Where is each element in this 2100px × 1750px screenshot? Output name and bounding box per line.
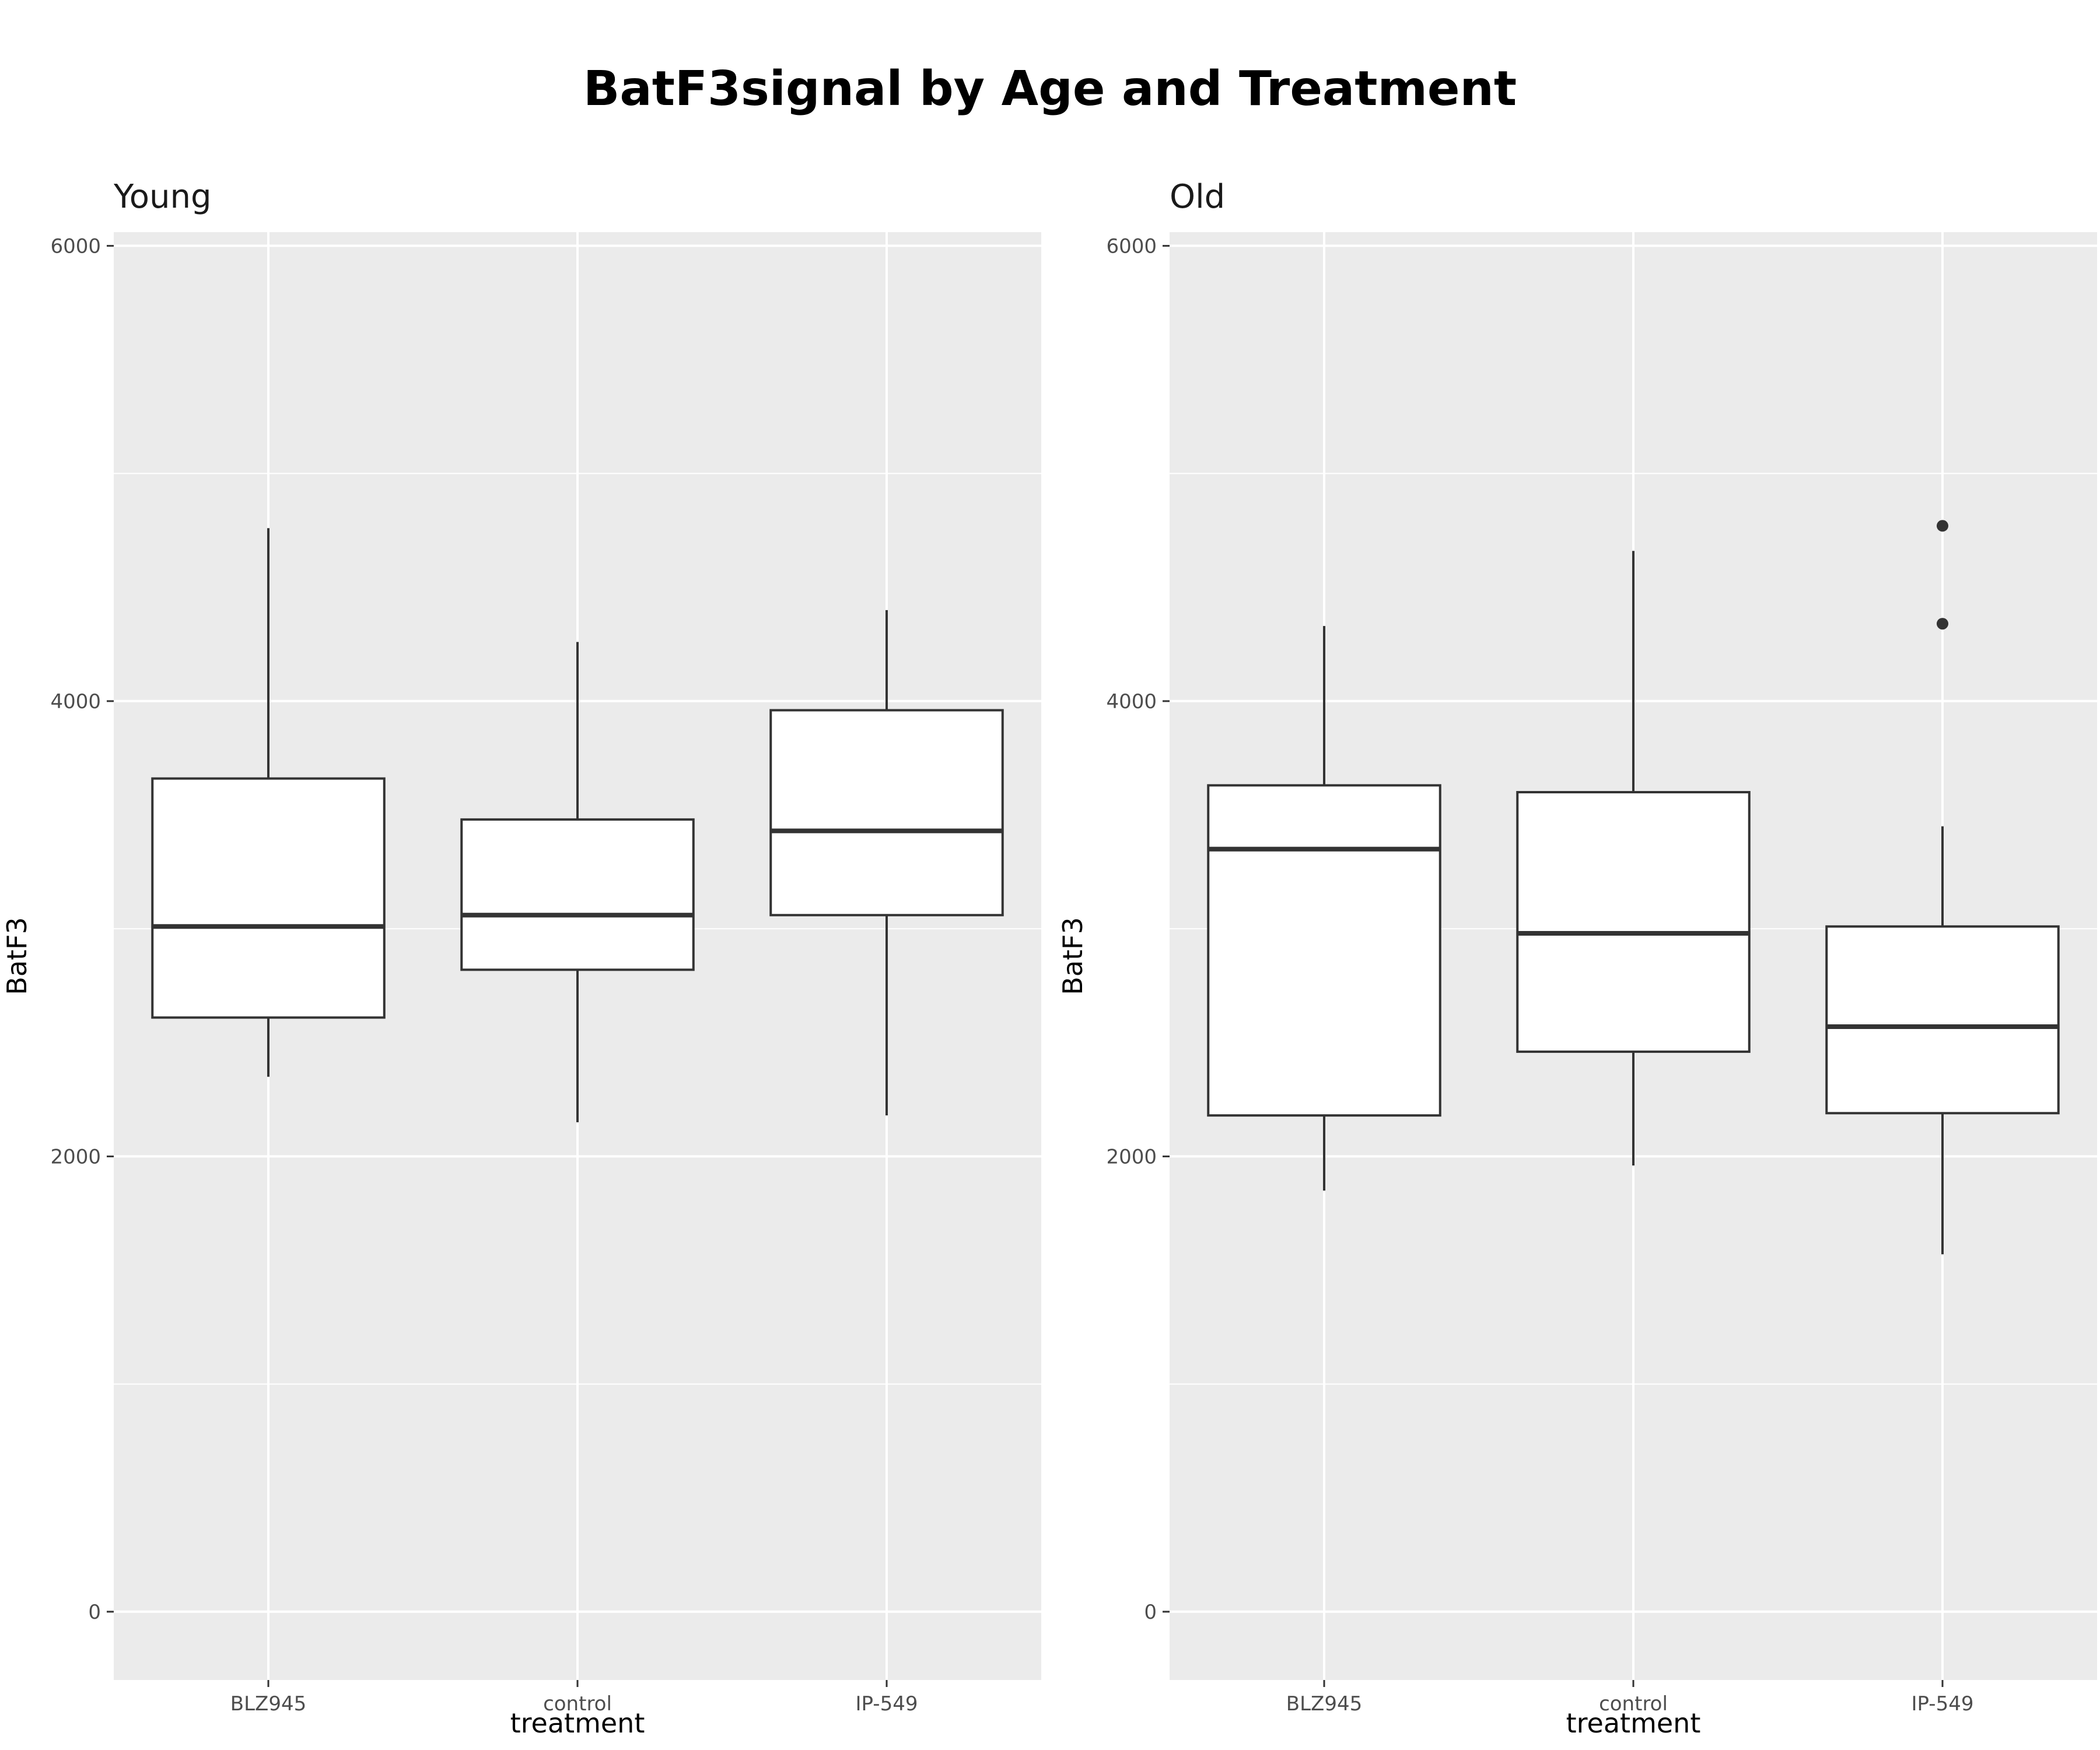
box-control xyxy=(1516,551,1751,1166)
y-axis-title: BatF3 xyxy=(1,917,33,995)
y-tick-label: 2000 xyxy=(1106,1145,1157,1168)
box-control xyxy=(460,642,695,1122)
box-blz945 xyxy=(151,528,386,1077)
y-tick-label: 0 xyxy=(88,1601,101,1624)
box-ip-549 xyxy=(1825,520,2060,1255)
outlier-point xyxy=(1937,520,1948,532)
chart-title: BatF3signal by Age and Treatment xyxy=(583,61,1517,117)
iqr-box xyxy=(1516,791,1751,1053)
box-blz945 xyxy=(1207,626,1441,1191)
x-tick-label: BLZ945 xyxy=(230,1692,306,1716)
iqr-box xyxy=(769,709,1004,916)
iqr-box xyxy=(1207,784,1441,1117)
iqr-box xyxy=(1825,925,2060,1115)
iqr-box xyxy=(460,818,695,971)
x-axis-title: treatment xyxy=(510,1707,645,1739)
x-tick-label: control xyxy=(543,1692,612,1716)
iqr-box xyxy=(151,777,386,1019)
y-axis-title: BatF3 xyxy=(1057,917,1088,995)
panel-old: 0 2000 4000 6000 BLZ945 control IP-549 Old treat… xyxy=(1057,178,2097,1739)
x-tick-label: IP-549 xyxy=(856,1692,918,1716)
x-tick-label: IP-549 xyxy=(1912,1692,1974,1716)
panel-young: 0 2000 4000 6000 BLZ945 control IP-549 Young tre… xyxy=(1,178,1041,1739)
x-axis-title: treatment xyxy=(1566,1707,1701,1739)
panel-title: Old xyxy=(1170,178,1225,216)
y-tick-label: 4000 xyxy=(50,690,101,713)
y-tick-label: 2000 xyxy=(50,1145,101,1168)
y-tick-label: 6000 xyxy=(50,235,101,258)
outlier-point xyxy=(1937,618,1948,630)
panel-title: Young xyxy=(113,178,212,216)
box-ip-549 xyxy=(769,610,1004,1116)
y-tick-label: 6000 xyxy=(1106,235,1157,258)
y-tick-label: 0 xyxy=(1144,1601,1157,1624)
y-tick-label: 4000 xyxy=(1106,690,1157,713)
x-tick-label: control xyxy=(1599,1692,1668,1716)
x-tick-label: BLZ945 xyxy=(1286,1692,1362,1716)
